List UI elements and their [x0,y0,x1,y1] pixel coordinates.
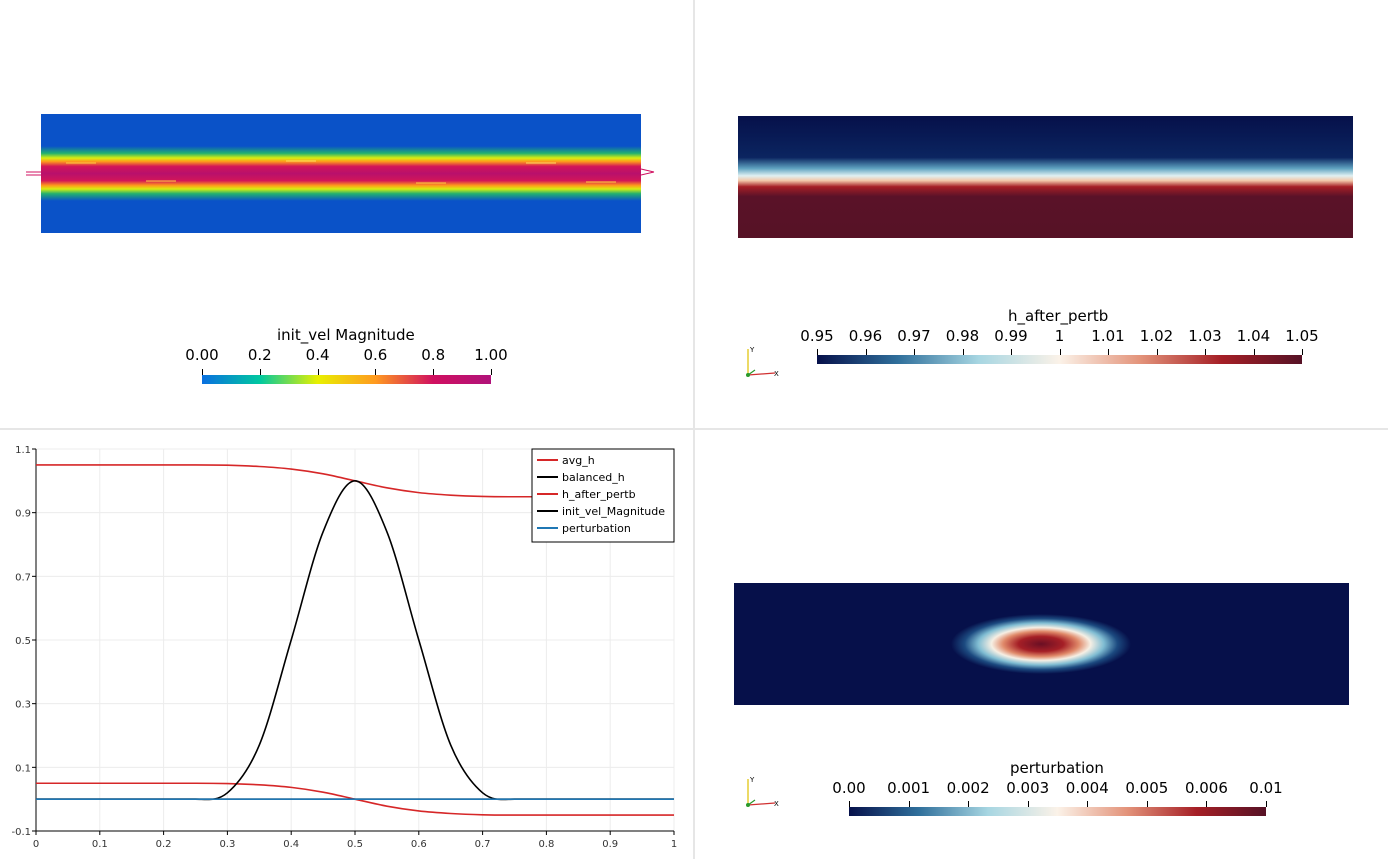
colorbar-tick-mark [1302,349,1303,355]
colorbar-tick-label: 0.00 [185,346,219,364]
colorbar-tick-label: 1.00 [474,346,508,364]
colorbar-title: perturbation [1010,759,1104,777]
colorbar-tick-mark [375,369,377,375]
colorbar-tick-label: 0.001 [887,779,931,797]
colorbar-tick-label: 0.004 [1065,779,1109,797]
x-tick-label: 0.9 [602,839,618,850]
line-chart-view[interactable]: 0 0.1 0.2 0.3 0.4 0.5 0.6 0.7 0.8 0.9 1 -0.1 0.1 0.3 0… [0,430,693,859]
colorbar-tick-label: 1.01 [1091,327,1125,345]
orientation-axes: Y X [743,774,783,810]
colorbar-tick-mark [1059,349,1061,355]
colorbar-tick-label: 0.6 [363,346,388,364]
colorbar-tick-mark [865,349,867,355]
colorbar-tick-label: 0.4 [305,346,330,364]
colorbar-tick-label: 0.01 [1249,779,1283,797]
colorbar-tick-mark [1206,801,1208,807]
colorbar-tick-mark [1011,349,1012,355]
render-view-perturbation[interactable]: Y X perturbation 0.00 0.001 0.002 0.003 0.00… [695,430,1388,859]
colorbar-tick-label: 1 [1054,327,1065,345]
colorbar-tick-label: 0.8 [421,346,446,364]
y-axis-label: Y [749,346,755,354]
colorbar-tick-label: 0.99 [994,327,1028,345]
x-tick-label: 0.5 [347,839,363,850]
colorbar-tick-mark [1156,349,1158,355]
colorbar-tick-label: 0.002 [946,779,990,797]
colorbar-tick-mark [202,369,203,375]
colorbar-tick-mark [817,349,818,355]
y-tick-label: 0.5 [15,636,31,647]
line-chart[interactable]: 0 0.1 0.2 0.3 0.4 0.5 0.6 0.7 0.8 0.9 1 -0.1 0.1 0.3 0… [0,430,693,859]
y-tick-label: 1.1 [15,445,31,456]
y-axis-label: Y [749,776,755,784]
colorbar-tick-label: 0.006 [1184,779,1228,797]
legend-entry: h_after_pertb [562,488,636,501]
colorbar-title: init_vel Magnitude [277,326,415,344]
x-tick-label: 0.8 [538,839,554,850]
colorbar-tick-mark [1205,349,1206,355]
velocity-glyphs [26,160,655,184]
y-tick-label: 0.1 [15,763,31,774]
colorbar-tick-mark [1253,349,1255,355]
x-tick-label: 1 [671,839,677,850]
y-tick-label: 0.9 [15,509,31,520]
colorbar-tick-label: 0.00 [832,779,866,797]
colorbar-tick-mark [491,369,492,375]
x-tick-label: 0.6 [411,839,427,850]
perturbation-blob [951,614,1131,674]
velocity-domain [41,114,641,233]
y-tick-label: 0.3 [15,700,31,711]
y-tick-label: -0.1 [11,827,31,838]
viewport-horizontal-divider[interactable] [0,428,1388,430]
orientation-axes: Y X [743,344,783,380]
legend-entry: balanced_h [562,471,625,484]
x-tick-label: 0 [33,839,39,850]
x-tick-label: 0.7 [475,839,491,850]
chart-legend [531,448,675,543]
colorbar-tick-mark [962,349,964,355]
x-tick-label: 0.3 [219,839,235,850]
legend-entry: init_vel_Magnitude [562,505,665,518]
colorbar-tick-mark [908,801,910,807]
height-field-plot[interactable] [738,116,1353,238]
colorbar-tick-label: 0.003 [1006,779,1050,797]
colorbar-tick-label: 0.96 [848,327,883,345]
colorbar-tick-mark [317,369,319,375]
height-domain [738,116,1353,238]
x-tick-label: 0.2 [156,839,172,850]
render-view-height[interactable]: Y X h_after_pertb 0.95 0.96 0.97 0.98 0.99 1 1… [695,0,1388,428]
perturbation-field-plot[interactable] [734,583,1349,705]
colorbar-tick-label: 0.97 [897,327,931,345]
x-tick-label: 0.4 [283,839,299,850]
colorbar-tick-mark [433,369,435,375]
colorbar-tick-label: 0.005 [1125,779,1169,797]
colorbar-tick-mark [849,801,850,807]
colorbar-tick-mark [1087,801,1089,807]
colorbar-tick-mark [1027,801,1029,807]
colorbar-tick-mark [968,801,970,807]
colorbar-gradient[interactable] [849,807,1266,816]
x-axis-label: X [774,370,779,378]
colorbar-tick-label: 0.95 [800,327,834,345]
colorbar-tick-label: 0.98 [945,327,980,345]
render-view-velocity[interactable]: init_vel Magnitude 0.00 0.2 0.4 0.6 0.8 1.00 [0,0,693,428]
colorbar-tick-mark [1266,801,1267,807]
colorbar-tick-label: 1.05 [1285,327,1319,345]
x-tick-label: 0.1 [92,839,108,850]
colorbar-tick-mark [914,349,915,355]
y-tick-label: 0.7 [15,572,31,583]
colorbar-tick-label: 0.2 [247,346,272,364]
x-axis-label: X [774,800,779,808]
legend-entry: avg_h [562,454,595,467]
colorbar-tick-label: 1.02 [1139,327,1174,345]
colorbar-title: h_after_pertb [1008,307,1109,325]
colorbar-tick-mark [1108,349,1109,355]
colorbar-tick-label: 1.03 [1188,327,1222,345]
colorbar-gradient[interactable] [817,355,1302,364]
velocity-field-plot[interactable] [26,113,656,235]
colorbar-tick-mark [259,369,261,375]
colorbar-gradient[interactable] [202,375,491,384]
colorbar-tick-mark [1146,801,1148,807]
legend-entry: perturbation [562,522,631,535]
colorbar-tick-label: 1.04 [1236,327,1271,345]
